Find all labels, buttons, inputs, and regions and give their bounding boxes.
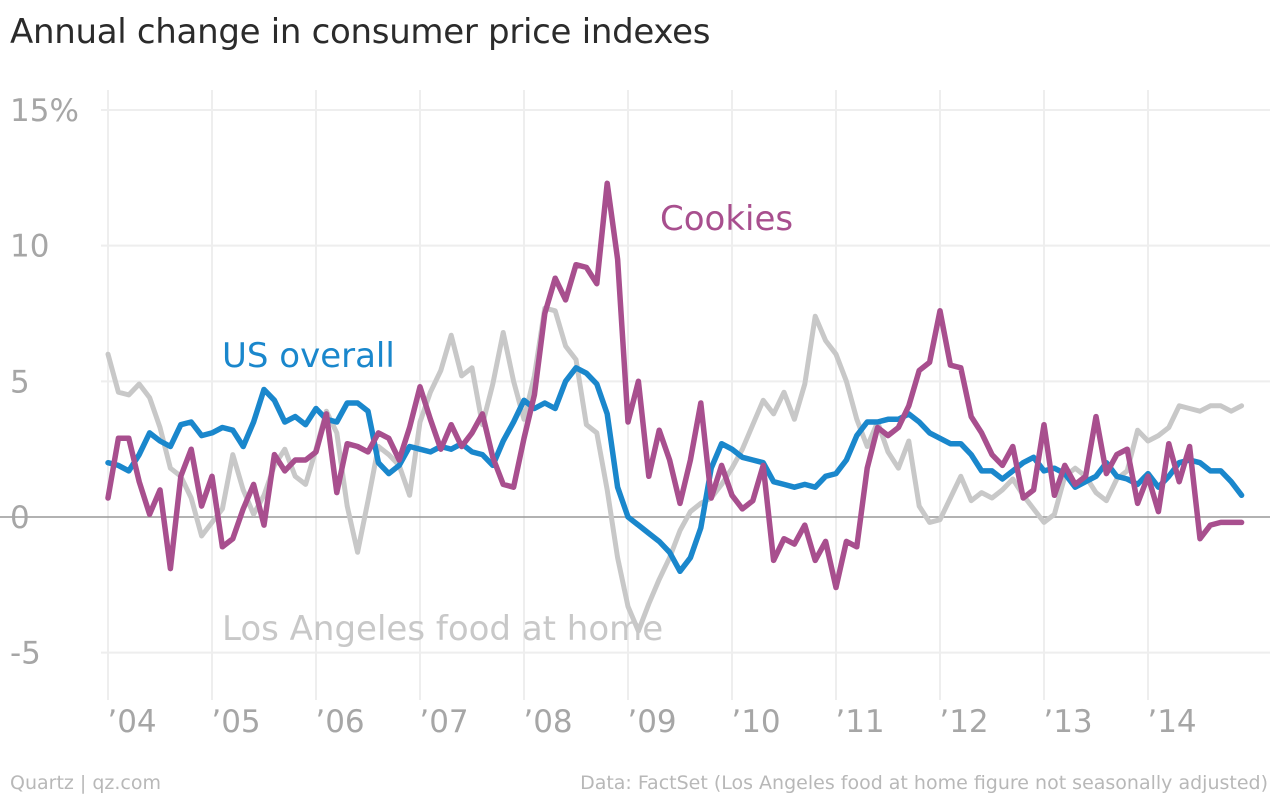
x-tick-label-8: ’12 — [939, 704, 988, 740]
series-label-los-angeles-food-at-home: Los Angeles food at home — [222, 609, 663, 649]
series-line-cookies — [105, 180, 1245, 591]
x-tick-label-2: ’06 — [315, 704, 364, 740]
y-tick-label-4: -5 — [10, 636, 41, 672]
footer-source-note: Data: FactSet (Los Angeles food at home … — [580, 772, 1268, 794]
x-axis: ’04 ’05 ’06 ’07 ’08 ’09 ’10 ’11 ’12 ’13 ’14 — [107, 704, 1196, 740]
series-labels: Cookies US overall Los Angeles food at h… — [222, 199, 793, 649]
x-tick-label-10: ’14 — [1147, 704, 1196, 740]
series-label-cookies: Cookies — [660, 199, 793, 239]
x-tick-label-7: ’11 — [835, 704, 884, 740]
x-tick-label-0: ’04 — [107, 704, 156, 740]
y-tick-label-3: 0 — [10, 500, 30, 536]
x-tick-label-9: ’13 — [1043, 704, 1092, 740]
series-lines — [105, 180, 1245, 634]
x-tick-label-5: ’09 — [627, 704, 676, 740]
x-tick-label-3: ’07 — [419, 704, 468, 740]
y-tick-label-0: 15% — [10, 93, 79, 129]
series-label-us-overall: US overall — [222, 336, 395, 376]
footer-credit: Quartz | qz.com — [10, 772, 162, 794]
x-tick-label-1: ’05 — [211, 704, 260, 740]
y-tick-label-2: 5 — [10, 364, 30, 400]
x-tick-label-6: ’10 — [731, 704, 780, 740]
grid — [0, 90, 1270, 700]
x-tick-label-4: ’08 — [523, 704, 572, 740]
chart-title: Annual change in consumer price indexes — [10, 12, 711, 52]
y-tick-label-1: 10 — [10, 229, 49, 265]
series-line-los-angeles-food-at-home — [105, 305, 1245, 634]
y-axis: 15% 10 5 0 -5 — [10, 93, 79, 672]
